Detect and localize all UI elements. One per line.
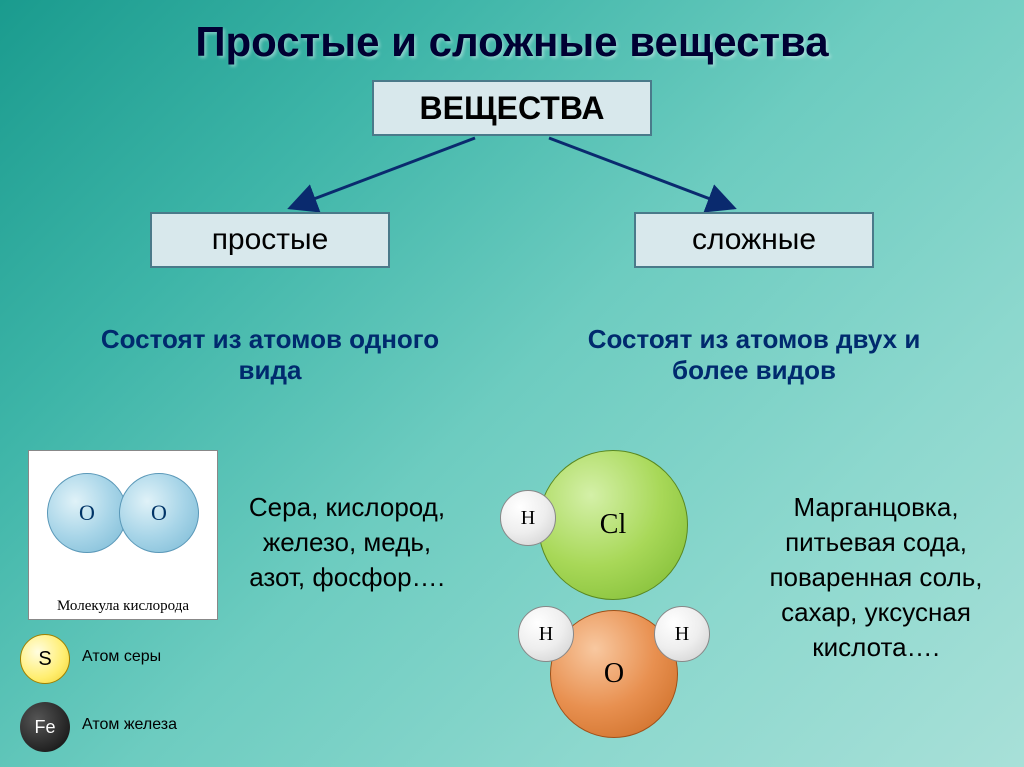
s-atom: S (20, 634, 70, 684)
fe-atom: Fe (20, 702, 70, 752)
o2-caption: Молекула кислорода (29, 598, 217, 615)
fe-caption: Атом железа (82, 716, 177, 734)
root-box: ВЕЩЕСТВА (372, 80, 652, 136)
o2-molecule-figure: O O Молекула кислорода (28, 450, 218, 620)
cl-atom: Cl (538, 450, 688, 600)
o-atom-1: O (47, 473, 127, 553)
complex-description: Состоят из атомов двух и более видов (554, 324, 954, 386)
s-caption: Атом серы (82, 648, 161, 666)
main-title: Простые и сложные вещества (0, 18, 1024, 66)
o-atom-2: O (119, 473, 199, 553)
molecule-figure: Cl H O H H (500, 450, 700, 700)
simple-box: простые (150, 212, 390, 268)
simple-examples: Сера, кислород, железо, медь, азот, фосф… (242, 490, 452, 595)
water-h-atom-2: H (654, 606, 710, 662)
simple-description: Состоят из атомов одного вида (70, 324, 470, 386)
complex-examples: Марганцовка, питьевая сода, поваренная с… (746, 490, 1006, 665)
water-h-atom-1: H (518, 606, 574, 662)
hcl-h-atom: H (500, 490, 556, 546)
complex-box: сложные (634, 212, 874, 268)
